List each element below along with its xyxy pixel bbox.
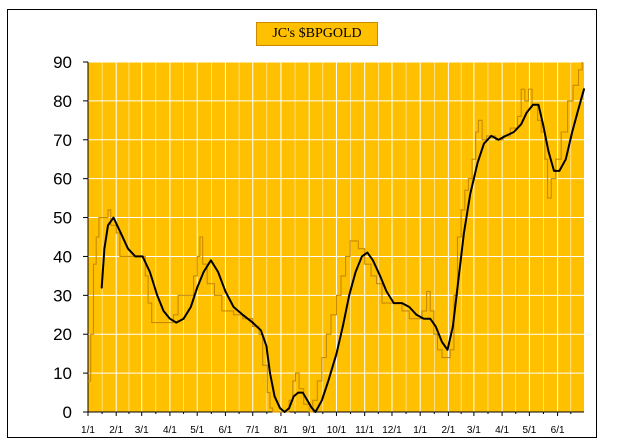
series-group [88, 62, 585, 413]
x-tick-label: 6/1 [218, 425, 232, 436]
x-tick-label: 3/1 [467, 425, 481, 436]
x-tick-label: 8/1 [274, 425, 288, 436]
x-tick-label: 3/1 [135, 425, 149, 436]
y-tick-label: 90 [53, 53, 72, 72]
chart-title: JC's $BPGOLD [256, 22, 378, 46]
x-tick-label: 1/1 [81, 425, 95, 436]
x-tick-label: 1/1 [413, 425, 427, 436]
x-tick-label: 2/1 [441, 425, 455, 436]
x-tick-label: 6/1 [551, 425, 565, 436]
y-tick-label: 20 [53, 325, 72, 344]
x-tick-label: 9/1 [302, 425, 316, 436]
y-tick-label: 10 [53, 364, 72, 383]
x-tick-label: 7/1 [246, 425, 260, 436]
x-tick-label: 5/1 [522, 425, 536, 436]
raw-series-line [88, 62, 583, 413]
y-tick-label: 80 [53, 92, 72, 111]
x-tick-label: 5/1 [190, 425, 204, 436]
x-axis-ticks: 1/1 2/1 3/1 4/1 5/1 6/1 7/1 8/1 9/1 10/1 11/1 12/1 1… [81, 412, 572, 436]
y-tick-label: 40 [53, 247, 72, 266]
x-tick-label: 12/1 [382, 425, 402, 436]
y-axis-ticks: 0 10 20 30 40 50 60 70 80 90 [53, 53, 88, 422]
y-tick-label: 70 [53, 131, 72, 150]
x-tick-label: 2/1 [109, 425, 123, 436]
y-tick-label: 50 [53, 209, 72, 228]
y-tick-label: 60 [53, 170, 72, 189]
x-tick-label: 4/1 [495, 425, 509, 436]
gridlines [88, 61, 584, 412]
y-tick-label: 0 [63, 403, 72, 422]
smoothed-series-line [100, 88, 585, 413]
x-tick-label: 11/1 [355, 425, 374, 436]
y-tick-label: 30 [53, 286, 72, 305]
x-tick-label: 10/1 [327, 425, 347, 436]
x-tick-label: 4/1 [163, 425, 177, 436]
